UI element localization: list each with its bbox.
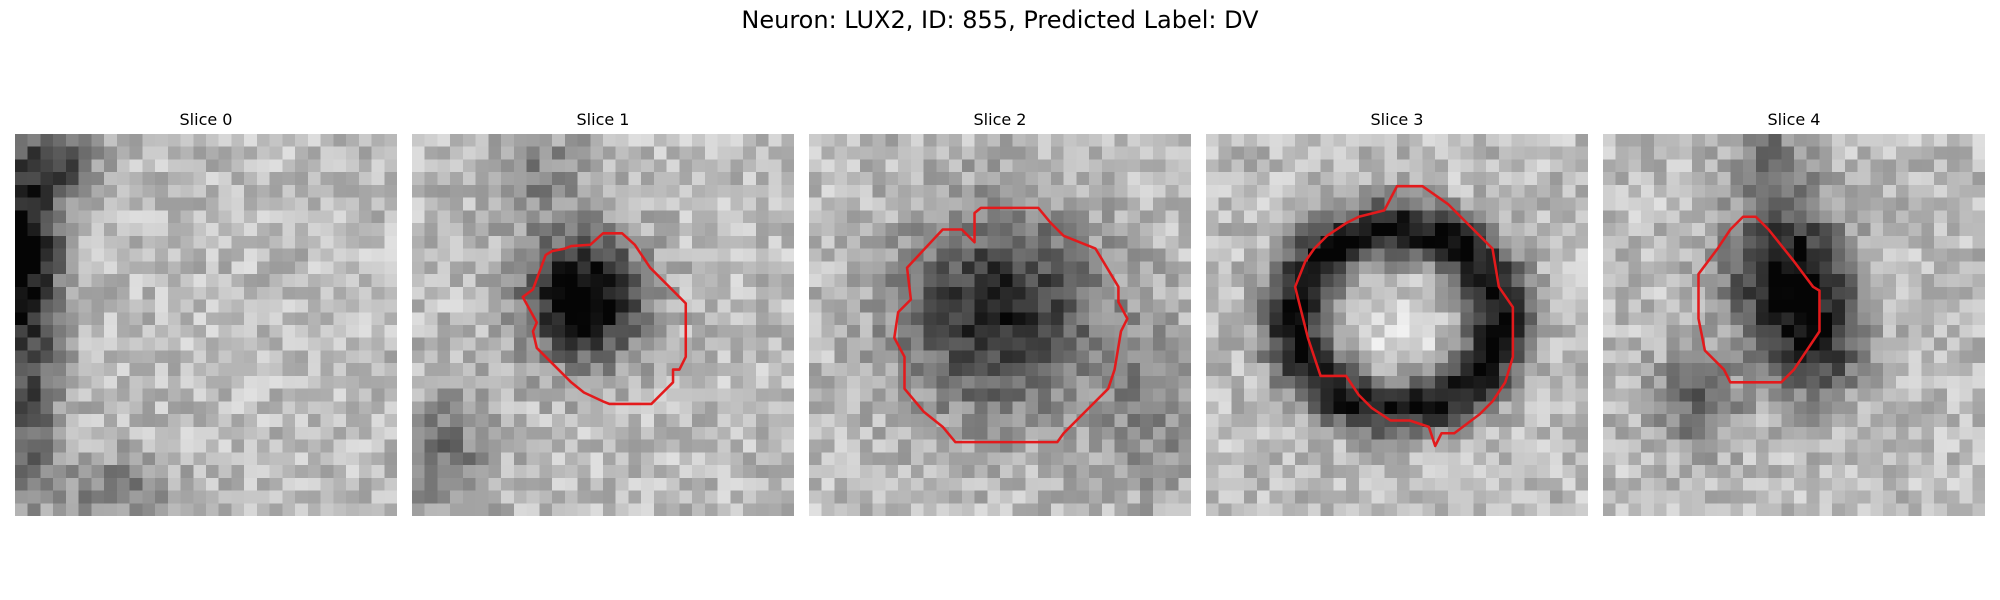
grayscale-slice-image (1603, 134, 1985, 516)
slice-image (412, 134, 794, 516)
segmentation-contour (893, 206, 1129, 444)
slice-image (1206, 134, 1588, 516)
segmentation-contour (1697, 215, 1821, 384)
grayscale-slice-image (15, 134, 397, 516)
slice-image (15, 134, 397, 516)
slice-image (1603, 134, 1985, 516)
grayscale-slice-image (1206, 134, 1588, 516)
slice-image (809, 134, 1191, 516)
grayscale-slice-image (412, 134, 794, 516)
slice-title: Slice 2 (973, 110, 1027, 129)
slice-panel-4: Slice 4 (1603, 108, 1985, 516)
slice-panel-0: Slice 0 (15, 108, 397, 516)
slice-title: Slice 3 (1370, 110, 1424, 129)
figure-title: Neuron: LUX2, ID: 855, Predicted Label: … (741, 6, 1259, 34)
grayscale-slice-image (809, 134, 1191, 516)
slice-panel-3: Slice 3 (1206, 108, 1588, 516)
slice-panel-2: Slice 2 (809, 108, 1191, 516)
slice-title: Slice 0 (179, 110, 233, 129)
slice-title: Slice 4 (1767, 110, 1821, 129)
segmentation-contour (521, 232, 688, 406)
slice-title: Slice 1 (576, 110, 630, 129)
slice-panel-1: Slice 1 (412, 108, 794, 516)
segmentation-contour (1293, 184, 1515, 448)
